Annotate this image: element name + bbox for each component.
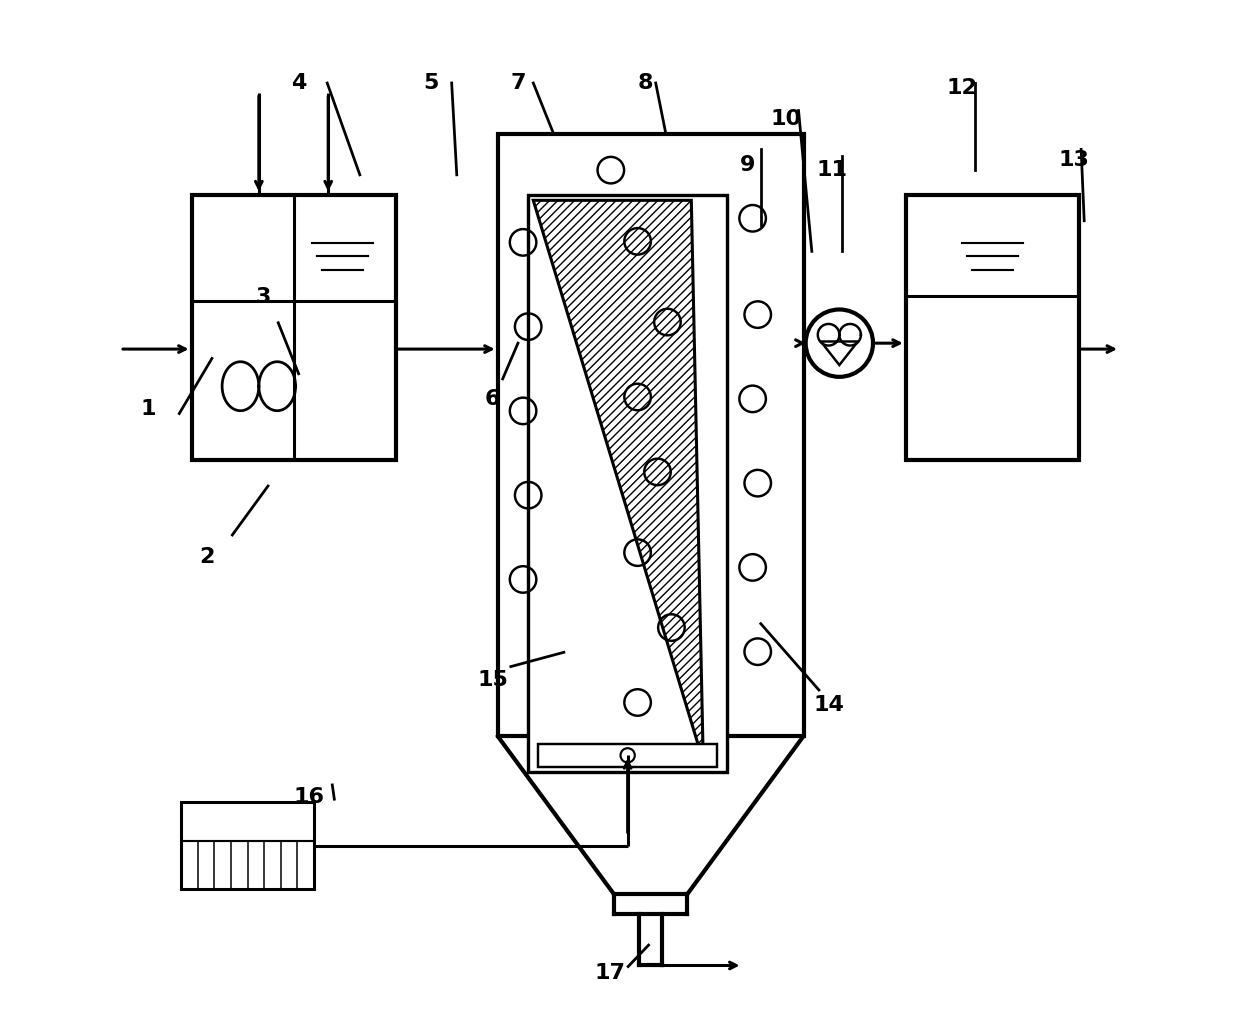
Text: 12: 12	[946, 78, 977, 98]
Text: 3: 3	[255, 287, 270, 307]
Text: 11: 11	[817, 160, 848, 180]
Bar	[497, 134, 804, 736]
Text: 13: 13	[1059, 149, 1090, 170]
Bar	[538, 744, 717, 766]
Bar	[181, 802, 314, 889]
Polygon shape	[821, 342, 858, 365]
Bar	[528, 195, 727, 771]
Text: 7: 7	[510, 73, 526, 93]
Text: 15: 15	[477, 670, 508, 690]
Bar	[905, 195, 1079, 460]
Text: 5: 5	[424, 73, 439, 93]
Text: 1: 1	[141, 399, 156, 419]
Text: 10: 10	[771, 108, 802, 129]
Text: 6: 6	[485, 390, 500, 409]
Text: 8: 8	[637, 73, 653, 93]
Text: 17: 17	[594, 963, 625, 983]
Text: 2: 2	[200, 547, 215, 568]
Bar	[191, 195, 396, 460]
Text: 16: 16	[294, 787, 325, 807]
Text: 4: 4	[291, 73, 306, 93]
Polygon shape	[533, 201, 703, 761]
Text: 9: 9	[740, 154, 755, 175]
Text: 14: 14	[813, 696, 844, 715]
